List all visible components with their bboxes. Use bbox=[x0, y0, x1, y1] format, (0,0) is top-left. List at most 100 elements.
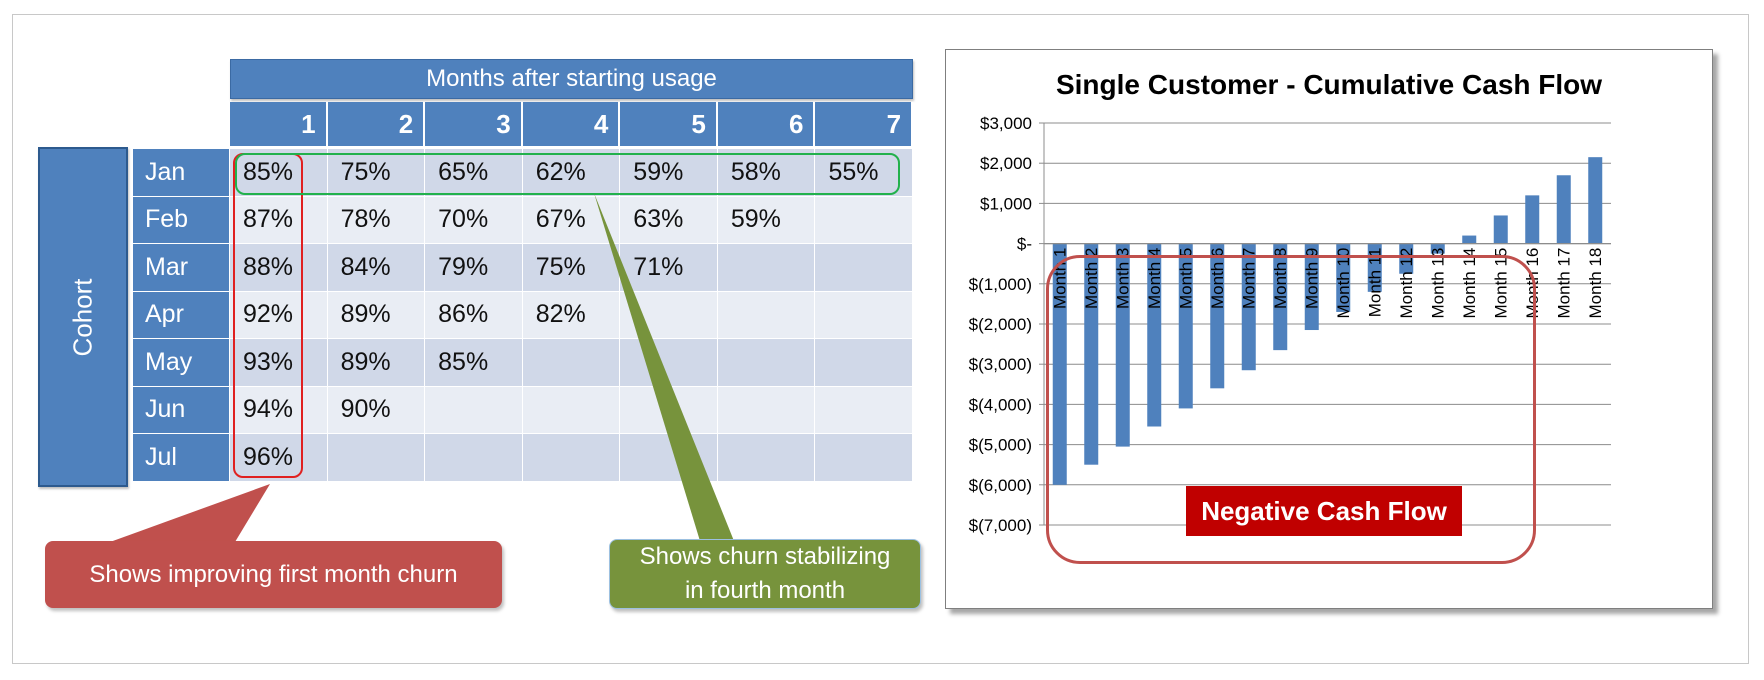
x-tick-label: Month 17 bbox=[1555, 248, 1574, 319]
table-row: May 93% 89% 85% bbox=[133, 339, 914, 387]
table-cell: 93% bbox=[229, 339, 328, 386]
table-cell bbox=[717, 434, 816, 481]
x-tick-label: Month 8 bbox=[1271, 248, 1290, 309]
x-tick-label: Month 6 bbox=[1208, 248, 1227, 309]
table-cell bbox=[717, 244, 816, 291]
table-cell: 87% bbox=[229, 196, 328, 243]
x-tick-label: Month 18 bbox=[1586, 248, 1605, 319]
x-tick-label: Month 12 bbox=[1397, 248, 1416, 319]
callout-line-1: Shows churn stabilizing bbox=[639, 543, 891, 570]
cohort-row-label: Jun bbox=[133, 386, 230, 433]
column-header: 4 bbox=[522, 102, 621, 146]
churn-stabilizing-callout: Shows churn stabilizing in fourth month bbox=[609, 539, 921, 609]
cash-flow-chart: Single Customer - Cumulative Cash Flow $… bbox=[945, 49, 1713, 609]
table-cell bbox=[815, 196, 914, 243]
cohort-row-label: Feb bbox=[133, 196, 230, 243]
x-tick-label: Month 13 bbox=[1429, 248, 1448, 319]
y-tick-label: $2,000 bbox=[980, 154, 1032, 173]
table-cell: 65% bbox=[425, 149, 523, 196]
y-tick-label: $(1,000) bbox=[969, 275, 1032, 294]
table-row: Jun 94% 90% bbox=[133, 386, 914, 434]
cohort-row-label: May bbox=[133, 339, 230, 386]
bar bbox=[1178, 243, 1193, 409]
table-cell: 96% bbox=[229, 434, 328, 481]
table-cell bbox=[815, 291, 914, 338]
column-header: 6 bbox=[717, 102, 816, 146]
bar bbox=[1399, 243, 1414, 274]
x-tick-label: Month 11 bbox=[1366, 248, 1385, 318]
bar bbox=[1336, 243, 1351, 312]
table-row: Feb 87% 78% 70% 67% 63% 59% bbox=[133, 196, 914, 244]
bar bbox=[1588, 157, 1603, 244]
table-cell: 75% bbox=[327, 149, 426, 196]
bar bbox=[1084, 243, 1099, 465]
y-tick-label: $- bbox=[1017, 235, 1032, 254]
bar bbox=[1493, 215, 1508, 244]
x-tick-label: Month 3 bbox=[1114, 248, 1133, 309]
negative-region-outline bbox=[1046, 255, 1536, 564]
table-cell bbox=[425, 434, 523, 481]
table-cell: 89% bbox=[327, 291, 426, 338]
column-header: 7 bbox=[815, 102, 914, 146]
table-cell bbox=[717, 291, 816, 338]
table-cell: 70% bbox=[425, 196, 523, 243]
chart-plot: $3,000 $2,000 $1,000 $- $(1,000) $(2,000) $(3,… bbox=[969, 114, 1611, 535]
x-tick-label: Month 9 bbox=[1303, 248, 1322, 309]
table-cell: 71% bbox=[620, 244, 718, 291]
bar bbox=[1115, 243, 1130, 447]
table-cell: 86% bbox=[425, 291, 523, 338]
table-cell: 85% bbox=[229, 149, 328, 196]
table-cell: 94% bbox=[229, 386, 328, 433]
bar bbox=[1525, 195, 1540, 244]
table-cell bbox=[327, 434, 426, 481]
cohort-row-label: Jan bbox=[133, 149, 230, 196]
table-cell: 79% bbox=[425, 244, 523, 291]
y-tick-label: $(5,000) bbox=[969, 436, 1032, 455]
y-tick-label: $(7,000) bbox=[969, 516, 1032, 535]
table-cell bbox=[425, 386, 523, 433]
column-header: 3 bbox=[425, 102, 523, 146]
y-tick-label: $(6,000) bbox=[969, 476, 1032, 495]
table-cell bbox=[815, 386, 914, 433]
months-header: Months after starting usage bbox=[230, 59, 913, 99]
table-row: Apr 92% 89% 86% 82% bbox=[133, 291, 914, 339]
x-tick-label: Month 10 bbox=[1334, 248, 1353, 319]
x-tick-label: Month 2 bbox=[1082, 248, 1101, 309]
cohort-rows: Jan 85% 75% 65% 62% 59% 58% 55% Feb 87% 78% 70% 67% 6… bbox=[133, 149, 914, 482]
table-cell: 92% bbox=[229, 291, 328, 338]
table-cell: 75% bbox=[522, 244, 621, 291]
column-header: 5 bbox=[620, 102, 718, 146]
column-header: 1 bbox=[230, 102, 328, 146]
bar bbox=[1210, 243, 1225, 389]
jan-row-highlight bbox=[235, 153, 900, 195]
table-cell: 63% bbox=[620, 196, 718, 243]
x-tick-label: Month 7 bbox=[1240, 248, 1259, 309]
bar bbox=[1462, 235, 1477, 244]
table-cell: 59% bbox=[717, 196, 816, 243]
bar bbox=[1052, 243, 1067, 485]
table-row: Mar 88% 84% 79% 75% 71% bbox=[133, 244, 914, 292]
bar bbox=[1147, 243, 1162, 427]
table-cell: 67% bbox=[522, 196, 621, 243]
table-cell bbox=[522, 339, 621, 386]
table-cell: 85% bbox=[425, 339, 523, 386]
x-tick-label: Month 4 bbox=[1145, 248, 1164, 309]
table-cell bbox=[717, 386, 816, 433]
y-tick-label: $(2,000) bbox=[969, 315, 1032, 334]
column-header: 2 bbox=[327, 102, 426, 146]
negative-cash-flow-label: Negative Cash Flow bbox=[1186, 486, 1462, 536]
first-month-churn-callout: Shows improving first month churn bbox=[45, 541, 502, 608]
bar bbox=[1304, 243, 1319, 331]
table-cell bbox=[620, 339, 718, 386]
table-cell: 88% bbox=[229, 244, 328, 291]
bar bbox=[1430, 243, 1445, 254]
table-cell: 89% bbox=[327, 339, 426, 386]
table-cell bbox=[815, 339, 914, 386]
green-callout-tail bbox=[594, 193, 734, 541]
chart-title: Single Customer - Cumulative Cash Flow bbox=[1055, 69, 1603, 100]
table-row: Jan 85% 75% 65% 62% 59% 58% 55% bbox=[133, 149, 914, 197]
table-cell: 58% bbox=[717, 149, 816, 196]
x-tick-label: Month 5 bbox=[1177, 248, 1196, 309]
